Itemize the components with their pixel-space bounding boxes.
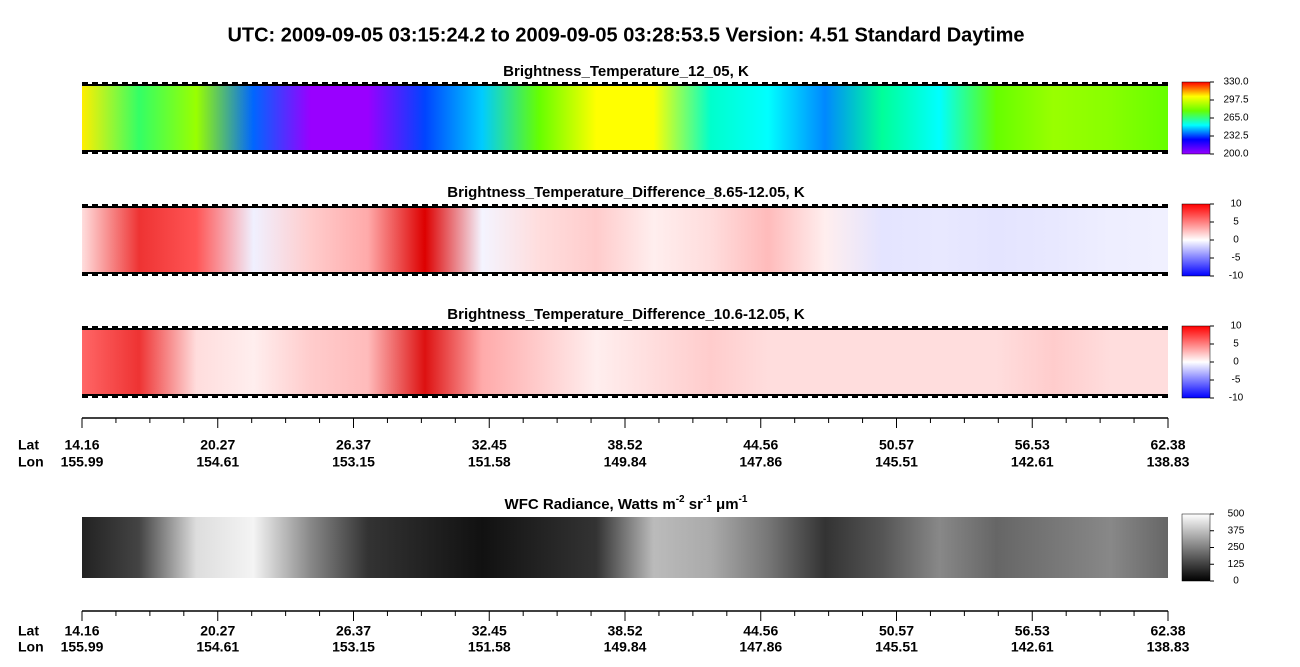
colorbar-tick-label: 500	[1228, 509, 1245, 520]
lon-label: 155.99	[61, 454, 104, 470]
title-part: WFC Radiance, Watts m	[505, 496, 676, 513]
colorbar-tick-label: -10	[1229, 271, 1244, 282]
lon-label: 155.99	[61, 639, 104, 655]
colorbar-tick-label: 232.5	[1223, 131, 1248, 142]
colorbar-tick-label: -5	[1232, 375, 1241, 386]
title-part: -1	[703, 494, 712, 505]
colorbar-tick-label: 10	[1230, 321, 1242, 332]
lon-label: 154.61	[196, 639, 239, 655]
lon-label: 138.83	[1147, 639, 1190, 655]
panel-title: Brightness_Temperature_Difference_10.6-1…	[447, 306, 805, 323]
lat-label: 32.45	[472, 437, 507, 453]
lat-name: Lat	[18, 437, 39, 453]
lon-label: 154.61	[196, 454, 239, 470]
lon-label: 142.61	[1011, 454, 1054, 470]
lat-label: 38.52	[607, 623, 642, 639]
lat-label: 26.37	[336, 437, 371, 453]
lat-label: 26.37	[336, 623, 371, 639]
lon-label: 147.86	[739, 454, 782, 470]
colorbar-tick-label: 330.0	[1223, 77, 1248, 88]
lon-label: 149.84	[604, 639, 647, 655]
lat-name: Lat	[18, 623, 39, 639]
lon-label: 153.15	[332, 454, 375, 470]
lat-label: 62.38	[1150, 437, 1185, 453]
lat-label: 62.38	[1150, 623, 1185, 639]
lon-label: 147.86	[739, 639, 782, 655]
colorbar-tick-label: 265.0	[1223, 113, 1248, 124]
colorbar-tick-label: 200.0	[1223, 149, 1248, 160]
lon-label: 153.15	[332, 639, 375, 655]
title-part: -1	[739, 494, 748, 505]
lon-label: 151.58	[468, 454, 511, 470]
figure-title: UTC: 2009-09-05 03:15:24.2 to 2009-09-05…	[227, 24, 1024, 46]
lat-label: 50.57	[879, 623, 914, 639]
colorbar-tick-label: 5	[1233, 217, 1239, 228]
lat-label: 14.16	[64, 623, 99, 639]
lon-label: 149.84	[604, 454, 647, 470]
colorbar-tick-label: 0	[1233, 576, 1239, 587]
colorbar	[1181, 203, 1211, 277]
panel-title: Brightness_Temperature_12_05, K	[503, 63, 749, 80]
colorbar-tick-label: 0	[1233, 357, 1239, 368]
lon-label: 145.51	[875, 454, 918, 470]
lat-label: 32.45	[472, 623, 507, 639]
colorbar-tick-label: 5	[1233, 339, 1239, 350]
title-part: sr	[685, 496, 704, 513]
lat-label: 38.52	[607, 437, 642, 453]
panel-title: Brightness_Temperature_Difference_8.65-1…	[447, 184, 805, 201]
lat-label: 20.27	[200, 437, 235, 453]
data-strip	[82, 207, 1168, 273]
colorbar-tick-label: 297.5	[1223, 95, 1248, 106]
lat-label: 50.57	[879, 437, 914, 453]
colorbar-tick-label: 0	[1233, 235, 1239, 246]
data-strip	[82, 517, 1168, 578]
lat-label: 20.27	[200, 623, 235, 639]
colorbar-tick-label: 125	[1228, 559, 1245, 570]
title-part: -2	[676, 494, 685, 505]
colorbar	[1181, 81, 1211, 155]
colorbar-tick-label: 10	[1230, 199, 1242, 210]
lon-name: Lon	[18, 639, 44, 655]
lat-label: 56.53	[1015, 437, 1050, 453]
panel-title: WFC Radiance, Watts m-2 sr-1 μm-1	[505, 494, 748, 513]
lat-label: 56.53	[1015, 623, 1050, 639]
data-strip	[82, 329, 1168, 395]
lon-label: 142.61	[1011, 639, 1054, 655]
lat-label: 44.56	[743, 437, 778, 453]
title-part: μm	[712, 496, 739, 513]
lat-label: 14.16	[64, 437, 99, 453]
colorbar	[1181, 513, 1211, 582]
colorbar-tick-label: -10	[1229, 393, 1244, 404]
data-strip	[82, 85, 1168, 151]
colorbar	[1181, 325, 1211, 399]
lat-label: 44.56	[743, 623, 778, 639]
lon-label: 151.58	[468, 639, 511, 655]
lon-label: 145.51	[875, 639, 918, 655]
colorbar-tick-label: 375	[1228, 525, 1245, 536]
colorbar-tick-label: -5	[1232, 253, 1241, 264]
lon-name: Lon	[18, 454, 44, 470]
colorbar-tick-label: 250	[1228, 542, 1245, 553]
lon-label: 138.83	[1147, 454, 1190, 470]
